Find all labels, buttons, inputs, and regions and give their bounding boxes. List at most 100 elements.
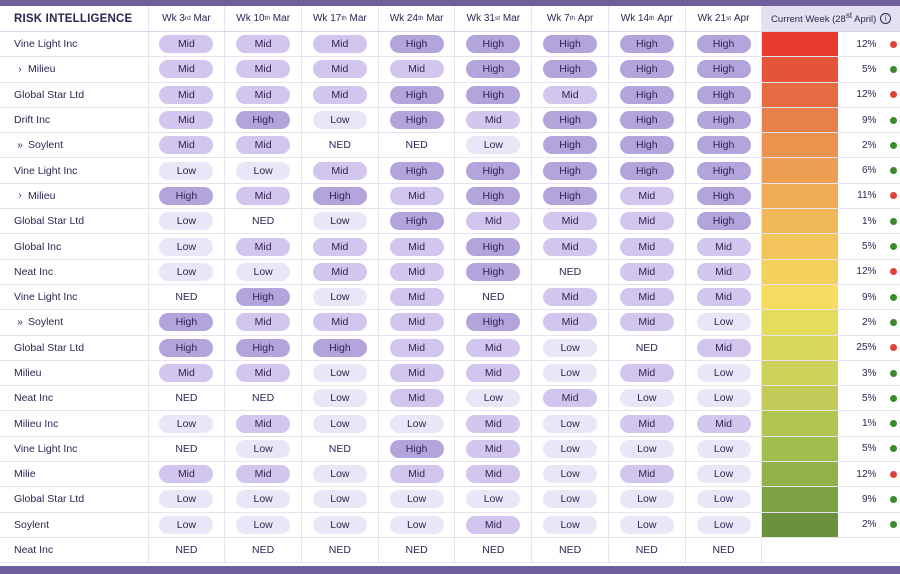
risk-level-ned-badge[interactable]: NED bbox=[175, 544, 198, 557]
risk-level-ned-badge[interactable]: NED bbox=[175, 442, 198, 455]
risk-level-low-badge[interactable]: Low bbox=[312, 288, 367, 307]
table-row[interactable]: Global Inc Low Mid Mid Mid High Mid Mid Mid 5% bbox=[0, 234, 900, 260]
risk-level-low-badge[interactable]: Low bbox=[619, 515, 674, 534]
risk-level-low-badge[interactable]: Low bbox=[543, 490, 598, 509]
table-row[interactable]: Soylent Low Low Low Low Mid Low Low Low 2% bbox=[0, 512, 900, 538]
risk-level-high-badge[interactable]: High bbox=[619, 161, 674, 180]
risk-level-low-badge[interactable]: Low bbox=[696, 439, 751, 458]
risk-level-mid-badge[interactable]: Mid bbox=[312, 85, 367, 104]
company-name-cell[interactable]: Drift Inc bbox=[0, 107, 149, 133]
risk-level-high-badge[interactable]: High bbox=[389, 35, 444, 54]
risk-level-mid-badge[interactable]: Mid bbox=[696, 338, 751, 357]
risk-level-mid-badge[interactable]: Mid bbox=[236, 465, 291, 484]
risk-level-low-badge[interactable]: Low bbox=[543, 338, 598, 357]
risk-level-ned-badge[interactable]: NED bbox=[328, 442, 351, 455]
risk-level-mid-badge[interactable]: Mid bbox=[543, 237, 598, 256]
risk-level-low-badge[interactable]: Low bbox=[696, 313, 751, 332]
risk-level-mid-badge[interactable]: Mid bbox=[236, 60, 291, 79]
risk-level-high-badge[interactable]: High bbox=[159, 338, 214, 357]
company-name-cell[interactable]: Global Star Ltd bbox=[0, 209, 149, 234]
risk-level-low-badge[interactable]: Low bbox=[466, 490, 521, 509]
risk-level-high-badge[interactable]: High bbox=[389, 212, 444, 231]
risk-level-mid-badge[interactable]: Mid bbox=[466, 414, 521, 433]
risk-level-low-badge[interactable]: Low bbox=[159, 212, 214, 231]
risk-level-high-badge[interactable]: High bbox=[389, 161, 444, 180]
table-row[interactable]: » Soylent Mid Mid NED NED Low High High High 2% bbox=[0, 133, 900, 159]
risk-level-high-badge[interactable]: High bbox=[543, 161, 598, 180]
table-row[interactable]: Vine Light Inc NED High Low Mid NED Mid Mid Mid 9… bbox=[0, 284, 900, 311]
risk-level-ned-badge[interactable]: NED bbox=[252, 544, 275, 557]
company-name-cell[interactable]: › Milieu bbox=[0, 57, 149, 82]
risk-level-ned-badge[interactable]: NED bbox=[712, 544, 735, 557]
company-name-cell[interactable]: » Soylent bbox=[0, 133, 149, 158]
risk-level-high-badge[interactable]: High bbox=[696, 161, 751, 180]
risk-level-low-badge[interactable]: Low bbox=[696, 389, 751, 408]
risk-level-low-badge[interactable]: Low bbox=[236, 490, 291, 509]
company-name-cell[interactable]: Global Star Ltd bbox=[0, 487, 149, 512]
table-row[interactable]: Drift Inc Mid High Low High Mid High High High 9% bbox=[0, 107, 900, 134]
risk-level-mid-badge[interactable]: Mid bbox=[543, 85, 598, 104]
risk-level-mid-badge[interactable]: Mid bbox=[236, 136, 291, 155]
risk-level-mid-badge[interactable]: Mid bbox=[389, 288, 444, 307]
risk-level-mid-badge[interactable]: Mid bbox=[312, 161, 367, 180]
risk-level-low-badge[interactable]: Low bbox=[696, 490, 751, 509]
table-row[interactable]: Neat Inc NED NED NED NED NED NED NED NED bbox=[0, 537, 900, 564]
chevron-right-icon[interactable]: › bbox=[18, 63, 22, 75]
risk-level-mid-badge[interactable]: Mid bbox=[696, 288, 751, 307]
table-row[interactable]: Vine Light Inc Low Low Mid High High High High H… bbox=[0, 158, 900, 184]
risk-level-high-badge[interactable]: High bbox=[389, 439, 444, 458]
risk-level-low-badge[interactable]: Low bbox=[159, 262, 214, 281]
risk-level-mid-badge[interactable]: Mid bbox=[236, 237, 291, 256]
company-name-cell[interactable]: Global Star Ltd bbox=[0, 82, 149, 107]
table-row[interactable]: Vine Light Inc Mid Mid Mid High High High High H… bbox=[0, 32, 900, 58]
risk-level-low-badge[interactable]: Low bbox=[312, 515, 367, 534]
risk-level-high-badge[interactable]: High bbox=[619, 136, 674, 155]
risk-level-mid-badge[interactable]: Mid bbox=[543, 288, 598, 307]
risk-level-mid-badge[interactable]: Mid bbox=[159, 35, 214, 54]
risk-level-high-badge[interactable]: High bbox=[389, 85, 444, 104]
table-row[interactable]: › Milieu High Mid High Mid High High Mid High 11% bbox=[0, 183, 900, 210]
risk-level-mid-badge[interactable]: Mid bbox=[236, 313, 291, 332]
risk-level-low-badge[interactable]: Low bbox=[619, 389, 674, 408]
risk-level-mid-badge[interactable]: Mid bbox=[312, 262, 367, 281]
risk-level-mid-badge[interactable]: Mid bbox=[389, 186, 444, 205]
risk-level-mid-badge[interactable]: Mid bbox=[159, 85, 214, 104]
double-chevron-icon[interactable]: » bbox=[17, 139, 23, 151]
risk-level-high-badge[interactable]: High bbox=[466, 186, 521, 205]
risk-level-low-badge[interactable]: Low bbox=[696, 515, 751, 534]
risk-level-mid-badge[interactable]: Mid bbox=[312, 237, 367, 256]
risk-level-mid-badge[interactable]: Mid bbox=[466, 465, 521, 484]
company-name-cell[interactable]: Neat Inc bbox=[0, 537, 149, 563]
risk-level-low-badge[interactable]: Low bbox=[543, 364, 598, 382]
risk-level-ned-badge[interactable]: NED bbox=[252, 392, 275, 405]
risk-level-ned-badge[interactable]: NED bbox=[328, 544, 351, 557]
table-row[interactable]: Milie Mid Mid Low Mid Mid Low Mid Low 12% bbox=[0, 462, 900, 488]
risk-level-high-badge[interactable]: High bbox=[312, 186, 367, 205]
company-name-cell[interactable]: Milie bbox=[0, 462, 149, 487]
risk-level-mid-badge[interactable]: Mid bbox=[389, 262, 444, 281]
risk-level-high-badge[interactable]: High bbox=[619, 111, 674, 130]
risk-level-low-badge[interactable]: Low bbox=[619, 490, 674, 509]
risk-level-ned-badge[interactable]: NED bbox=[175, 291, 198, 304]
risk-level-ned-badge[interactable]: NED bbox=[328, 139, 351, 152]
risk-level-high-badge[interactable]: High bbox=[466, 262, 521, 281]
risk-level-mid-badge[interactable]: Mid bbox=[159, 136, 214, 155]
risk-level-mid-badge[interactable]: Mid bbox=[619, 212, 674, 231]
info-icon[interactable]: i bbox=[880, 13, 892, 24]
risk-level-high-badge[interactable]: High bbox=[466, 161, 521, 180]
risk-level-low-badge[interactable]: Low bbox=[236, 262, 291, 281]
risk-level-high-badge[interactable]: High bbox=[696, 186, 751, 205]
risk-level-low-badge[interactable]: Low bbox=[312, 111, 367, 130]
company-name-cell[interactable]: Vine Light Inc bbox=[0, 32, 149, 57]
risk-level-low-badge[interactable]: Low bbox=[236, 515, 291, 534]
company-name-cell[interactable]: Milieu Inc bbox=[0, 411, 149, 436]
risk-level-low-badge[interactable]: Low bbox=[543, 465, 598, 484]
risk-level-mid-badge[interactable]: Mid bbox=[466, 111, 521, 130]
risk-level-high-badge[interactable]: High bbox=[696, 35, 751, 54]
risk-level-mid-badge[interactable]: Mid bbox=[696, 262, 751, 281]
risk-level-ned-badge[interactable]: NED bbox=[558, 265, 582, 278]
company-name-cell[interactable]: Neat Inc bbox=[0, 259, 149, 284]
